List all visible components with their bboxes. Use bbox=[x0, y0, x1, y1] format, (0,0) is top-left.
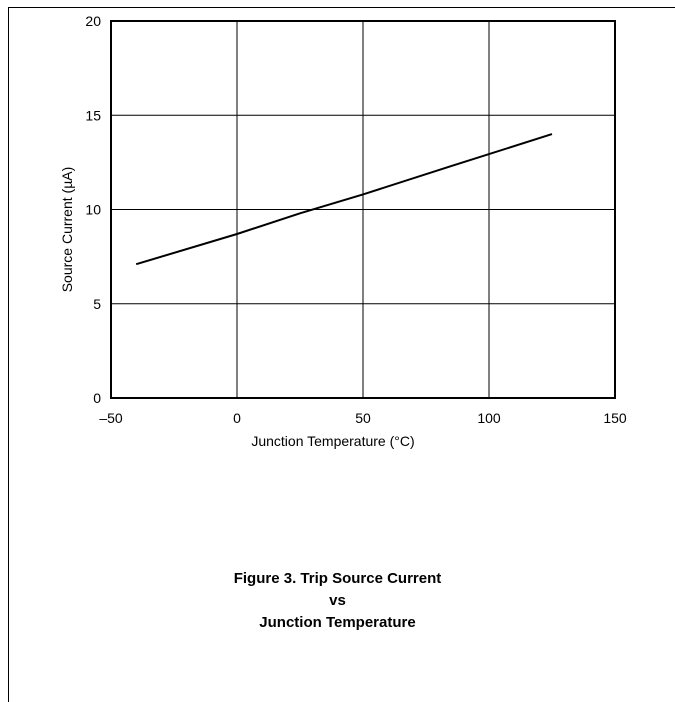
page-frame-top bbox=[8, 7, 675, 8]
y-tick-label: 5 bbox=[93, 296, 101, 312]
figure-caption: Figure 3. Trip Source Current vs Junctio… bbox=[0, 568, 675, 634]
y-axis-title: Source Current (µA) bbox=[59, 167, 75, 293]
y-tick-label: 15 bbox=[85, 107, 101, 123]
y-tick-labels: 0 5 10 15 20 bbox=[85, 13, 101, 406]
y-tick-label: 10 bbox=[85, 202, 101, 218]
x-tick-label: 0 bbox=[233, 410, 241, 426]
caption-line-2: vs bbox=[329, 592, 346, 609]
x-axis-title: Junction Temperature (°C) bbox=[251, 433, 414, 449]
x-tick-label: 150 bbox=[603, 410, 627, 426]
y-tick-label: 0 bbox=[93, 390, 101, 406]
page-frame-left bbox=[8, 7, 9, 702]
caption-line-1: Figure 3. Trip Source Current bbox=[233, 570, 442, 587]
caption-line-3: Junction Temperature bbox=[259, 614, 416, 631]
grid bbox=[111, 21, 615, 398]
x-tick-label: 100 bbox=[477, 410, 501, 426]
series-line bbox=[135, 133, 553, 266]
x-tick-labels: –50 0 50 100 150 bbox=[99, 410, 627, 426]
series-layer bbox=[135, 133, 553, 266]
chart: –50 0 50 100 150 0 5 10 15 20 Junction Temperatu… bbox=[59, 13, 627, 449]
x-tick-label: –50 bbox=[99, 410, 123, 426]
y-tick-label: 20 bbox=[85, 13, 101, 29]
plot-area-border bbox=[110, 20, 616, 399]
x-tick-label: 50 bbox=[355, 410, 371, 426]
